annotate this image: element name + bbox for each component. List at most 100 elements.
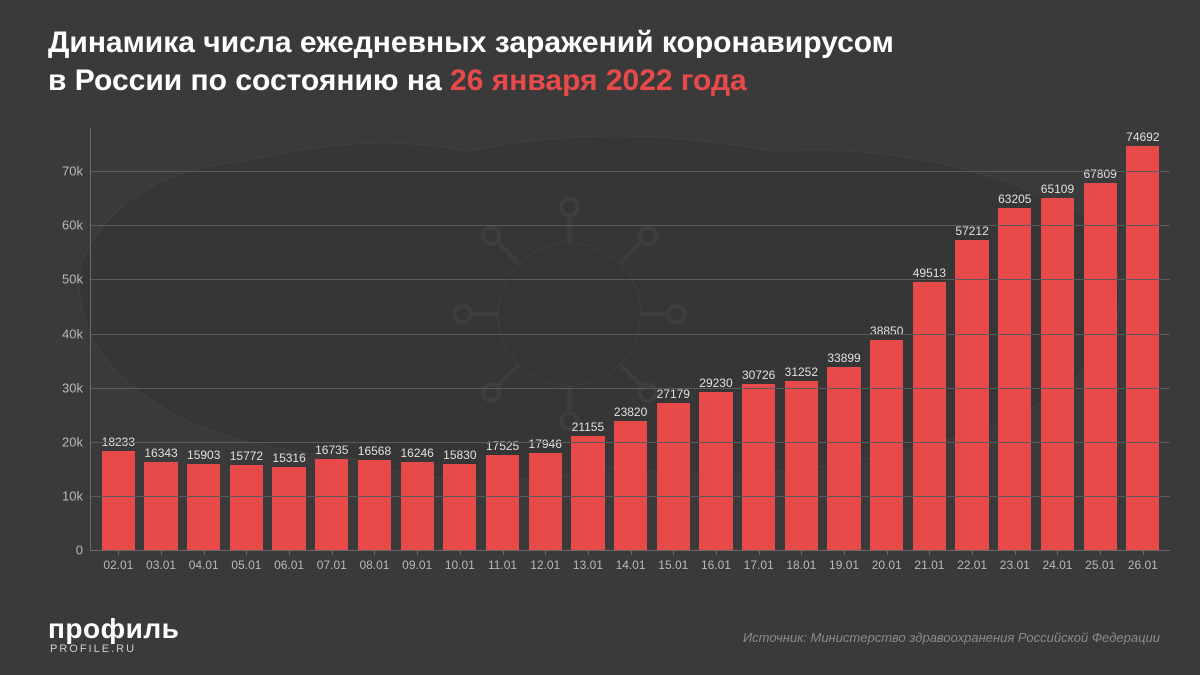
bar-value-label: 33899 (827, 351, 860, 365)
bar (1041, 198, 1074, 550)
bar-value-label: 57212 (955, 224, 988, 238)
x-axis-label: 07.01 (317, 558, 347, 572)
bar (827, 367, 860, 550)
x-tick (161, 550, 162, 555)
bar-group: 3125218.01 (780, 128, 823, 550)
gridline (91, 388, 1170, 389)
x-tick (204, 550, 205, 555)
x-axis-label: 15.01 (658, 558, 688, 572)
x-tick (716, 550, 717, 555)
title-line1: Динамика числа ежедневных заражений коро… (48, 26, 894, 59)
bar-group: 1590304.01 (182, 128, 225, 550)
x-axis-label: 18.01 (786, 558, 816, 572)
bar (102, 451, 135, 550)
x-tick (545, 550, 546, 555)
title-line2-prefix: в России по состоянию на (48, 64, 450, 97)
bar-value-label: 31252 (785, 365, 818, 379)
bar-value-label: 63205 (998, 192, 1031, 206)
x-axis-label: 12.01 (530, 558, 560, 572)
logo-main: профиль (48, 613, 179, 645)
y-axis-label: 60k (62, 218, 91, 233)
x-axis-label: 10.01 (445, 558, 475, 572)
bar-group: 1634303.01 (140, 128, 183, 550)
bar (358, 460, 391, 550)
x-tick (417, 550, 418, 555)
bar (486, 455, 519, 550)
bar-value-label: 16343 (144, 446, 177, 460)
bar (443, 464, 476, 550)
bar-value-label: 65109 (1041, 182, 1074, 196)
x-axis-label: 25.01 (1085, 558, 1115, 572)
bar (913, 282, 946, 550)
y-axis-label: 70k (62, 164, 91, 179)
bar-group: 1752511.01 (481, 128, 524, 550)
bar-value-label: 16735 (315, 443, 348, 457)
x-axis-label: 21.01 (914, 558, 944, 572)
bar (870, 340, 903, 550)
bar-chart: 1823302.011634303.011590304.011577205.01… (48, 128, 1170, 575)
bar (571, 436, 604, 550)
title-accent: 26 января 2022 года (450, 64, 747, 97)
bar-group: 3389919.01 (823, 128, 866, 550)
bar-value-label: 15316 (272, 451, 305, 465)
source-prefix: Источник: (743, 630, 811, 645)
bar (785, 381, 818, 550)
x-tick (503, 550, 504, 555)
bar (955, 240, 988, 550)
x-axis-label: 23.01 (1000, 558, 1030, 572)
y-axis-label: 10k (62, 488, 91, 503)
bar-value-label: 16246 (400, 446, 433, 460)
bar-group: 3885020.01 (865, 128, 908, 550)
bar-value-label: 74692 (1126, 130, 1159, 144)
y-axis-label: 0 (76, 543, 91, 558)
bar-group: 1531606.01 (268, 128, 311, 550)
bar-value-label: 67809 (1083, 167, 1116, 181)
x-tick (374, 550, 375, 555)
bar-group: 7469226.01 (1122, 128, 1165, 550)
bar-group: 5721222.01 (951, 128, 994, 550)
bar (144, 462, 177, 550)
brand-logo: профиль PROFILE.RU (48, 613, 179, 655)
bar-value-label: 15903 (187, 448, 220, 462)
bar-value-label: 23820 (614, 405, 647, 419)
bar (1126, 146, 1159, 550)
gridline (91, 442, 1170, 443)
x-tick (631, 550, 632, 555)
bar-group: 1577205.01 (225, 128, 268, 550)
bar-group: 6510924.01 (1036, 128, 1079, 550)
source-attribution: Источник: Министерство здравоохранения Р… (743, 630, 1160, 645)
bar-group: 1583010.01 (439, 128, 482, 550)
x-tick (844, 550, 845, 555)
bar-value-label: 30726 (742, 368, 775, 382)
x-tick (887, 550, 888, 555)
bar-value-label: 17946 (529, 437, 562, 451)
bar-group: 1624609.01 (396, 128, 439, 550)
bar (657, 403, 690, 550)
x-axis-label: 04.01 (189, 558, 219, 572)
bar-group: 1823302.01 (97, 128, 140, 550)
bar (187, 464, 220, 550)
x-axis-label: 14.01 (616, 558, 646, 572)
x-tick (118, 550, 119, 555)
bar (614, 421, 647, 550)
bar-value-label: 27179 (657, 387, 690, 401)
x-tick (929, 550, 930, 555)
bar-group: 1656808.01 (353, 128, 396, 550)
x-axis-label: 26.01 (1128, 558, 1158, 572)
gridline (91, 334, 1170, 335)
y-axis-label: 20k (62, 434, 91, 449)
bar (699, 392, 732, 550)
bar-group: 1673507.01 (310, 128, 353, 550)
x-tick (460, 550, 461, 555)
bar-value-label: 15830 (443, 448, 476, 462)
source-text: Министерство здравоохранения Российской … (810, 630, 1160, 645)
x-axis-label: 02.01 (103, 558, 133, 572)
bar-group: 6780925.01 (1079, 128, 1122, 550)
y-axis-label: 40k (62, 326, 91, 341)
gridline (91, 279, 1170, 280)
x-axis-label: 03.01 (146, 558, 176, 572)
x-tick (1057, 550, 1058, 555)
x-axis-label: 13.01 (573, 558, 603, 572)
x-axis-label: 08.01 (359, 558, 389, 572)
x-tick (588, 550, 589, 555)
